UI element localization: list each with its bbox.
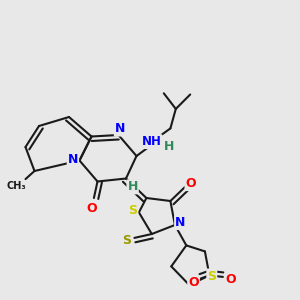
Text: N: N — [115, 122, 125, 136]
Text: N: N — [68, 153, 78, 167]
Text: CH₃: CH₃ — [7, 181, 26, 191]
Text: O: O — [86, 202, 97, 215]
Text: N: N — [175, 216, 185, 229]
Text: S: S — [207, 269, 216, 283]
Text: H: H — [164, 140, 174, 154]
Text: H: H — [128, 180, 138, 194]
Text: S: S — [128, 204, 137, 218]
Text: O: O — [185, 177, 196, 190]
Text: S: S — [122, 234, 131, 248]
Text: O: O — [225, 273, 236, 286]
Text: O: O — [188, 276, 199, 289]
Text: NH: NH — [142, 135, 161, 148]
